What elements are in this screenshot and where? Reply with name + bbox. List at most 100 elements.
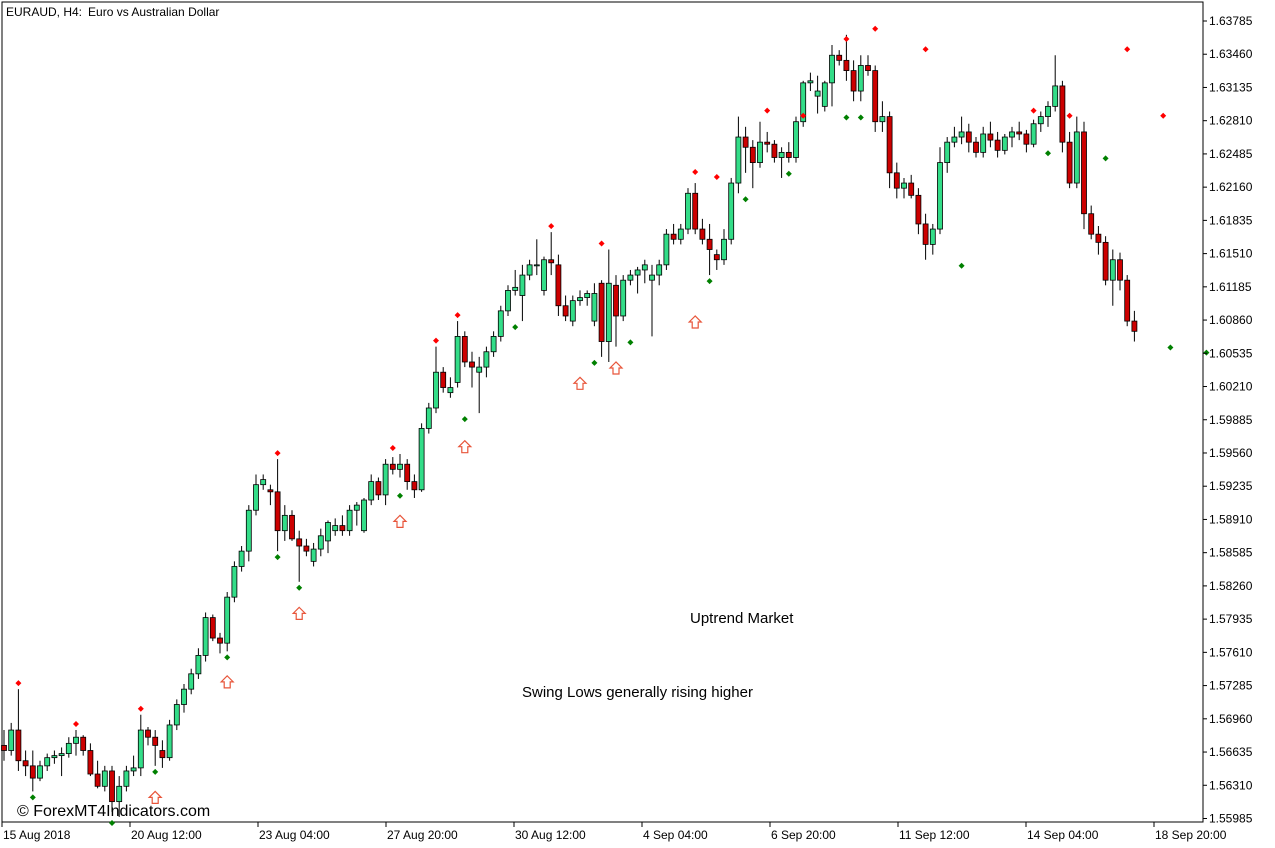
bull-candle (569, 300, 576, 322)
price-label: 1.61510 (1209, 247, 1253, 261)
bear-candle (159, 750, 166, 759)
time-label: 4 Sep 04:00 (643, 828, 708, 842)
bull-candle (181, 688, 187, 705)
bull-candle (1073, 131, 1080, 184)
buy-arrow-icon (392, 514, 408, 528)
bear-candle (94, 773, 101, 787)
swing-high-marker (800, 112, 807, 119)
time-label: 23 Aug 04:00 (259, 828, 330, 842)
bull-candle (1009, 131, 1015, 138)
bull-candle (879, 116, 886, 123)
bear-candle (699, 228, 706, 240)
bear-candle (267, 489, 274, 493)
swing-markers-layer (15, 25, 1210, 826)
price-axis: 1.63785 1.63460 1.63135 1.62810 1.62485 1.621… (1203, 14, 1253, 826)
swing-low-marker (512, 324, 519, 331)
bull-candle (476, 366, 483, 373)
bull-candle (641, 264, 648, 271)
bull-candle (958, 131, 965, 138)
bull-candle (735, 136, 742, 184)
swing-low-marker (742, 196, 749, 203)
bear-candle (915, 194, 922, 225)
bull-candle (1030, 123, 1037, 145)
bear-candle (994, 139, 1001, 151)
bull-candle (51, 755, 58, 759)
bull-candle (541, 259, 547, 291)
bull-candle (281, 514, 288, 532)
bear-candle (670, 233, 677, 240)
bear-candle (274, 491, 281, 532)
bear-candle (1102, 241, 1109, 281)
bull-candle (195, 655, 202, 675)
bull-candle (490, 336, 497, 353)
bear-candle (548, 259, 555, 264)
bull-candle (224, 596, 231, 644)
price-label: 1.60210 (1209, 380, 1253, 394)
price-label: 1.59235 (1209, 479, 1253, 493)
bull-candle (166, 724, 173, 759)
buy-arrow-icon (608, 361, 624, 375)
bull-candle (130, 767, 137, 772)
swing-low-marker (1045, 150, 1051, 157)
bull-candle (526, 264, 533, 276)
bull-candle (202, 617, 209, 656)
bear-candle (80, 736, 87, 751)
bull-candle (260, 479, 267, 486)
swing-high-marker (274, 450, 281, 457)
bull-candle (361, 499, 367, 532)
bull-candle (58, 753, 65, 757)
bear-candle (404, 463, 411, 483)
swing-low-marker (627, 339, 634, 346)
time-axis: 15 Aug 2018 20 Aug 12:00 23 Aug 04:00 27 Au… (1, 822, 1227, 842)
bear-candle (836, 54, 843, 61)
buy-arrows-layer (147, 315, 703, 805)
bear-candle (29, 765, 36, 779)
price-label: 1.57935 (1209, 612, 1253, 626)
bull-candle (577, 297, 583, 302)
bull-candle (821, 82, 828, 107)
bear-candle (1059, 85, 1066, 143)
bear-candle (145, 729, 151, 738)
bull-candle (591, 293, 598, 322)
price-label: 1.60860 (1209, 313, 1253, 327)
swing-high-marker (389, 445, 396, 452)
bear-candle (1095, 233, 1102, 243)
bear-candle (289, 514, 295, 540)
time-label: 18 Sep 20:00 (1155, 828, 1227, 842)
bear-candle (706, 238, 713, 250)
bull-candle (137, 729, 144, 769)
bull-candle (253, 484, 259, 511)
bull-candle (757, 141, 763, 164)
swing-high-marker (713, 174, 720, 181)
bull-candle (627, 274, 634, 281)
swing-high-marker (433, 337, 439, 344)
bull-candle (800, 82, 807, 123)
bear-candle (1124, 279, 1131, 322)
bull-candle (353, 504, 360, 511)
bull-candle (123, 770, 130, 787)
buy-arrow-icon (147, 790, 163, 805)
swing-high-marker (1124, 46, 1131, 53)
bear-candle (1023, 133, 1030, 145)
bull-candle (829, 54, 835, 84)
bull-candle (929, 228, 936, 245)
bear-candle (893, 172, 900, 189)
swing-low-marker (591, 359, 598, 366)
buy-arrow-icon (291, 606, 307, 620)
bear-candle (469, 361, 475, 368)
bull-candle (346, 509, 353, 532)
price-label: 1.56635 (1209, 745, 1253, 759)
swing-low-marker (958, 262, 965, 269)
bull-candle (634, 269, 641, 276)
bear-candle (339, 525, 346, 532)
bull-candle (454, 336, 461, 383)
swing-low-marker (224, 654, 231, 661)
time-label: 14 Sep 04:00 (1027, 828, 1099, 842)
swing-high-marker (548, 223, 555, 230)
price-label: 1.57285 (1209, 679, 1253, 693)
swing-low-marker (274, 554, 281, 561)
bull-candle (656, 264, 663, 276)
swing-high-marker (598, 240, 605, 247)
swing-low-marker (785, 170, 792, 177)
